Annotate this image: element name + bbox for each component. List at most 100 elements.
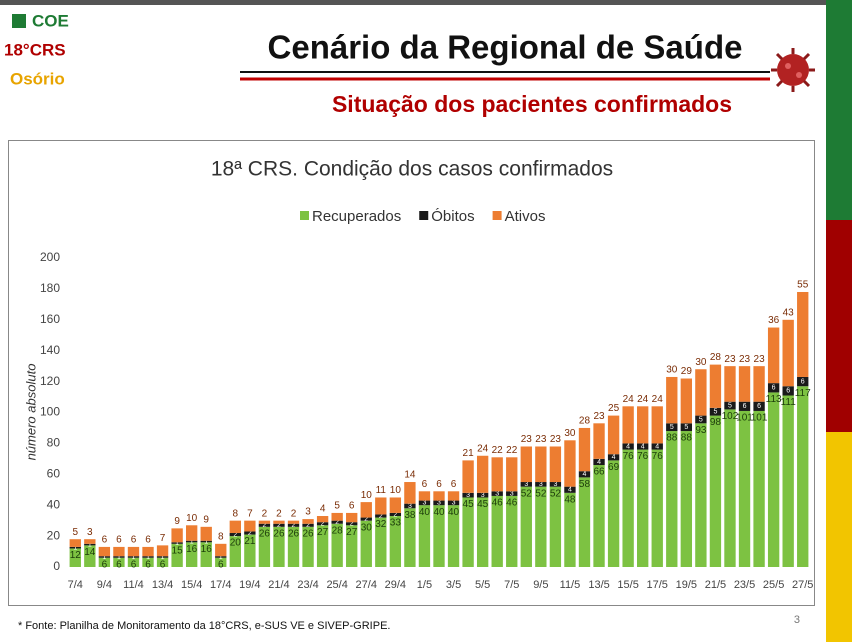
value-label: 5 — [72, 527, 78, 538]
bar-segment — [113, 546, 125, 557]
value-label: 22 — [506, 445, 518, 456]
value-label: 6 — [786, 388, 790, 395]
value-label: 3 — [524, 481, 528, 488]
value-label: 6 — [757, 403, 761, 410]
slide-title: Cenário da Regional de Saúde — [268, 29, 743, 66]
x-tick-label: 9/4 — [97, 579, 112, 591]
value-label: 4 — [626, 443, 630, 450]
x-tick-label: 17/4 — [210, 579, 231, 591]
value-label: 2 — [291, 508, 297, 519]
bar-segment — [84, 543, 96, 546]
value-label: 4 — [612, 454, 616, 461]
value-label: 45 — [463, 499, 475, 510]
x-tick-label: 21/5 — [705, 579, 726, 591]
value-label: 36 — [768, 315, 780, 326]
value-label: 26 — [273, 528, 285, 539]
value-label: 76 — [652, 451, 664, 462]
bar-segment — [520, 482, 532, 487]
bar-segment — [695, 415, 707, 424]
bar-segment — [797, 386, 809, 567]
bar-segment — [506, 495, 518, 567]
bar-segment — [273, 520, 285, 524]
bar-segment — [593, 458, 605, 466]
value-label: 2 — [248, 530, 252, 537]
value-label: 6 — [145, 535, 151, 546]
bar-segment — [346, 522, 358, 526]
value-label: 16 — [201, 544, 213, 555]
bar-segment — [447, 500, 460, 506]
bar-segment — [185, 540, 198, 543]
bar-segment — [200, 540, 212, 543]
y-axis-label: número absoluto — [23, 364, 38, 461]
bar-segment — [578, 477, 591, 567]
bar-segment — [156, 545, 169, 557]
bar-segment — [709, 415, 722, 567]
logo-city: Osório — [10, 69, 65, 88]
bar-segment — [738, 401, 751, 411]
bar-segment — [782, 395, 794, 567]
stripe-yellow — [826, 432, 852, 642]
value-label: 1 — [175, 540, 179, 547]
bar-segment — [127, 546, 140, 557]
bar-segment — [549, 482, 562, 487]
value-label: 4 — [641, 443, 645, 450]
value-label: 58 — [579, 479, 591, 490]
bar-segment — [113, 556, 125, 558]
bar-segment — [607, 460, 620, 567]
bar-segment — [258, 523, 271, 527]
value-label: 15 — [172, 545, 184, 556]
bar-segment — [666, 376, 678, 424]
bar-segment — [462, 492, 474, 498]
x-tick-label: 11/5 — [560, 579, 581, 591]
value-label: 6 — [116, 559, 122, 570]
bar-segment — [607, 415, 620, 455]
value-label: 4 — [320, 504, 326, 515]
value-label: 113 — [766, 394, 782, 405]
value-label: 23 — [739, 354, 751, 365]
x-tick-label: 19/4 — [239, 579, 260, 591]
value-label: 88 — [681, 433, 693, 444]
value-label: 2 — [379, 513, 383, 520]
bar-segment — [447, 505, 460, 567]
value-label: 23 — [521, 434, 533, 445]
bar-segment — [69, 548, 81, 567]
value-label: 3 — [553, 481, 557, 488]
bar-segment — [287, 520, 300, 524]
bar-segment — [549, 446, 562, 483]
value-label: 55 — [797, 280, 809, 291]
value-label: 12 — [70, 550, 82, 561]
value-label: 6 — [436, 479, 442, 490]
bar-segment — [462, 460, 474, 493]
value-label: 21 — [244, 536, 256, 547]
legend-swatch — [419, 211, 429, 220]
bar-segment — [360, 520, 372, 567]
x-tick-label: 15/4 — [181, 579, 202, 591]
bar-segment — [607, 454, 620, 461]
value-label: 3 — [481, 492, 485, 499]
y-tick-label: 80 — [47, 436, 61, 450]
bar-segment — [215, 543, 227, 557]
value-label: 6 — [131, 535, 137, 546]
value-label: 30 — [695, 357, 707, 368]
bar-segment — [215, 556, 227, 558]
value-label: 38 — [404, 510, 416, 521]
bar-segment — [418, 505, 431, 567]
top-bar — [0, 0, 826, 5]
value-label: 52 — [521, 488, 533, 499]
bar-segment — [273, 523, 285, 527]
bar-segment — [520, 446, 532, 483]
bar-segment — [476, 497, 489, 567]
value-label: 5 — [728, 402, 732, 409]
value-label: 111 — [781, 397, 797, 408]
bar-segment — [156, 557, 169, 567]
value-label: 20 — [230, 538, 242, 549]
bar-segment — [651, 406, 663, 444]
bar-segment — [491, 457, 503, 492]
y-tick-label: 160 — [40, 312, 60, 326]
x-tick-label: 27/4 — [356, 579, 377, 591]
x-tick-label: 13/4 — [152, 579, 173, 591]
value-label: 6 — [218, 559, 224, 570]
x-tick-label: 25/5 — [763, 579, 784, 591]
